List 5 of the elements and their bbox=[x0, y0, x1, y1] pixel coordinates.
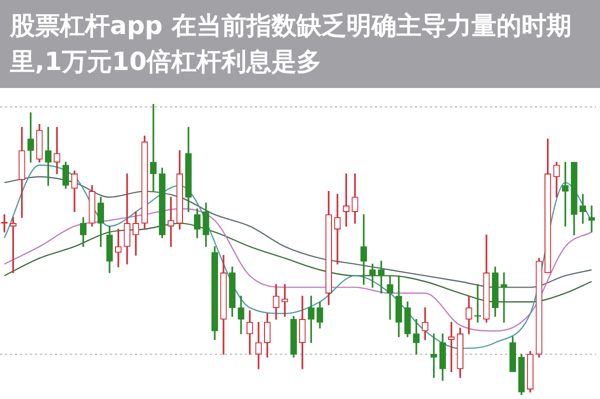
candlestick bbox=[500, 272, 508, 323]
candlestick bbox=[54, 126, 60, 174]
candlestick bbox=[334, 194, 341, 264]
candlestick bbox=[386, 275, 394, 320]
chart-title: 股票杠杆app 在当前指数缺乏明确主导力量的时期里,1万元10倍杠杆利息是多 bbox=[0, 0, 600, 88]
